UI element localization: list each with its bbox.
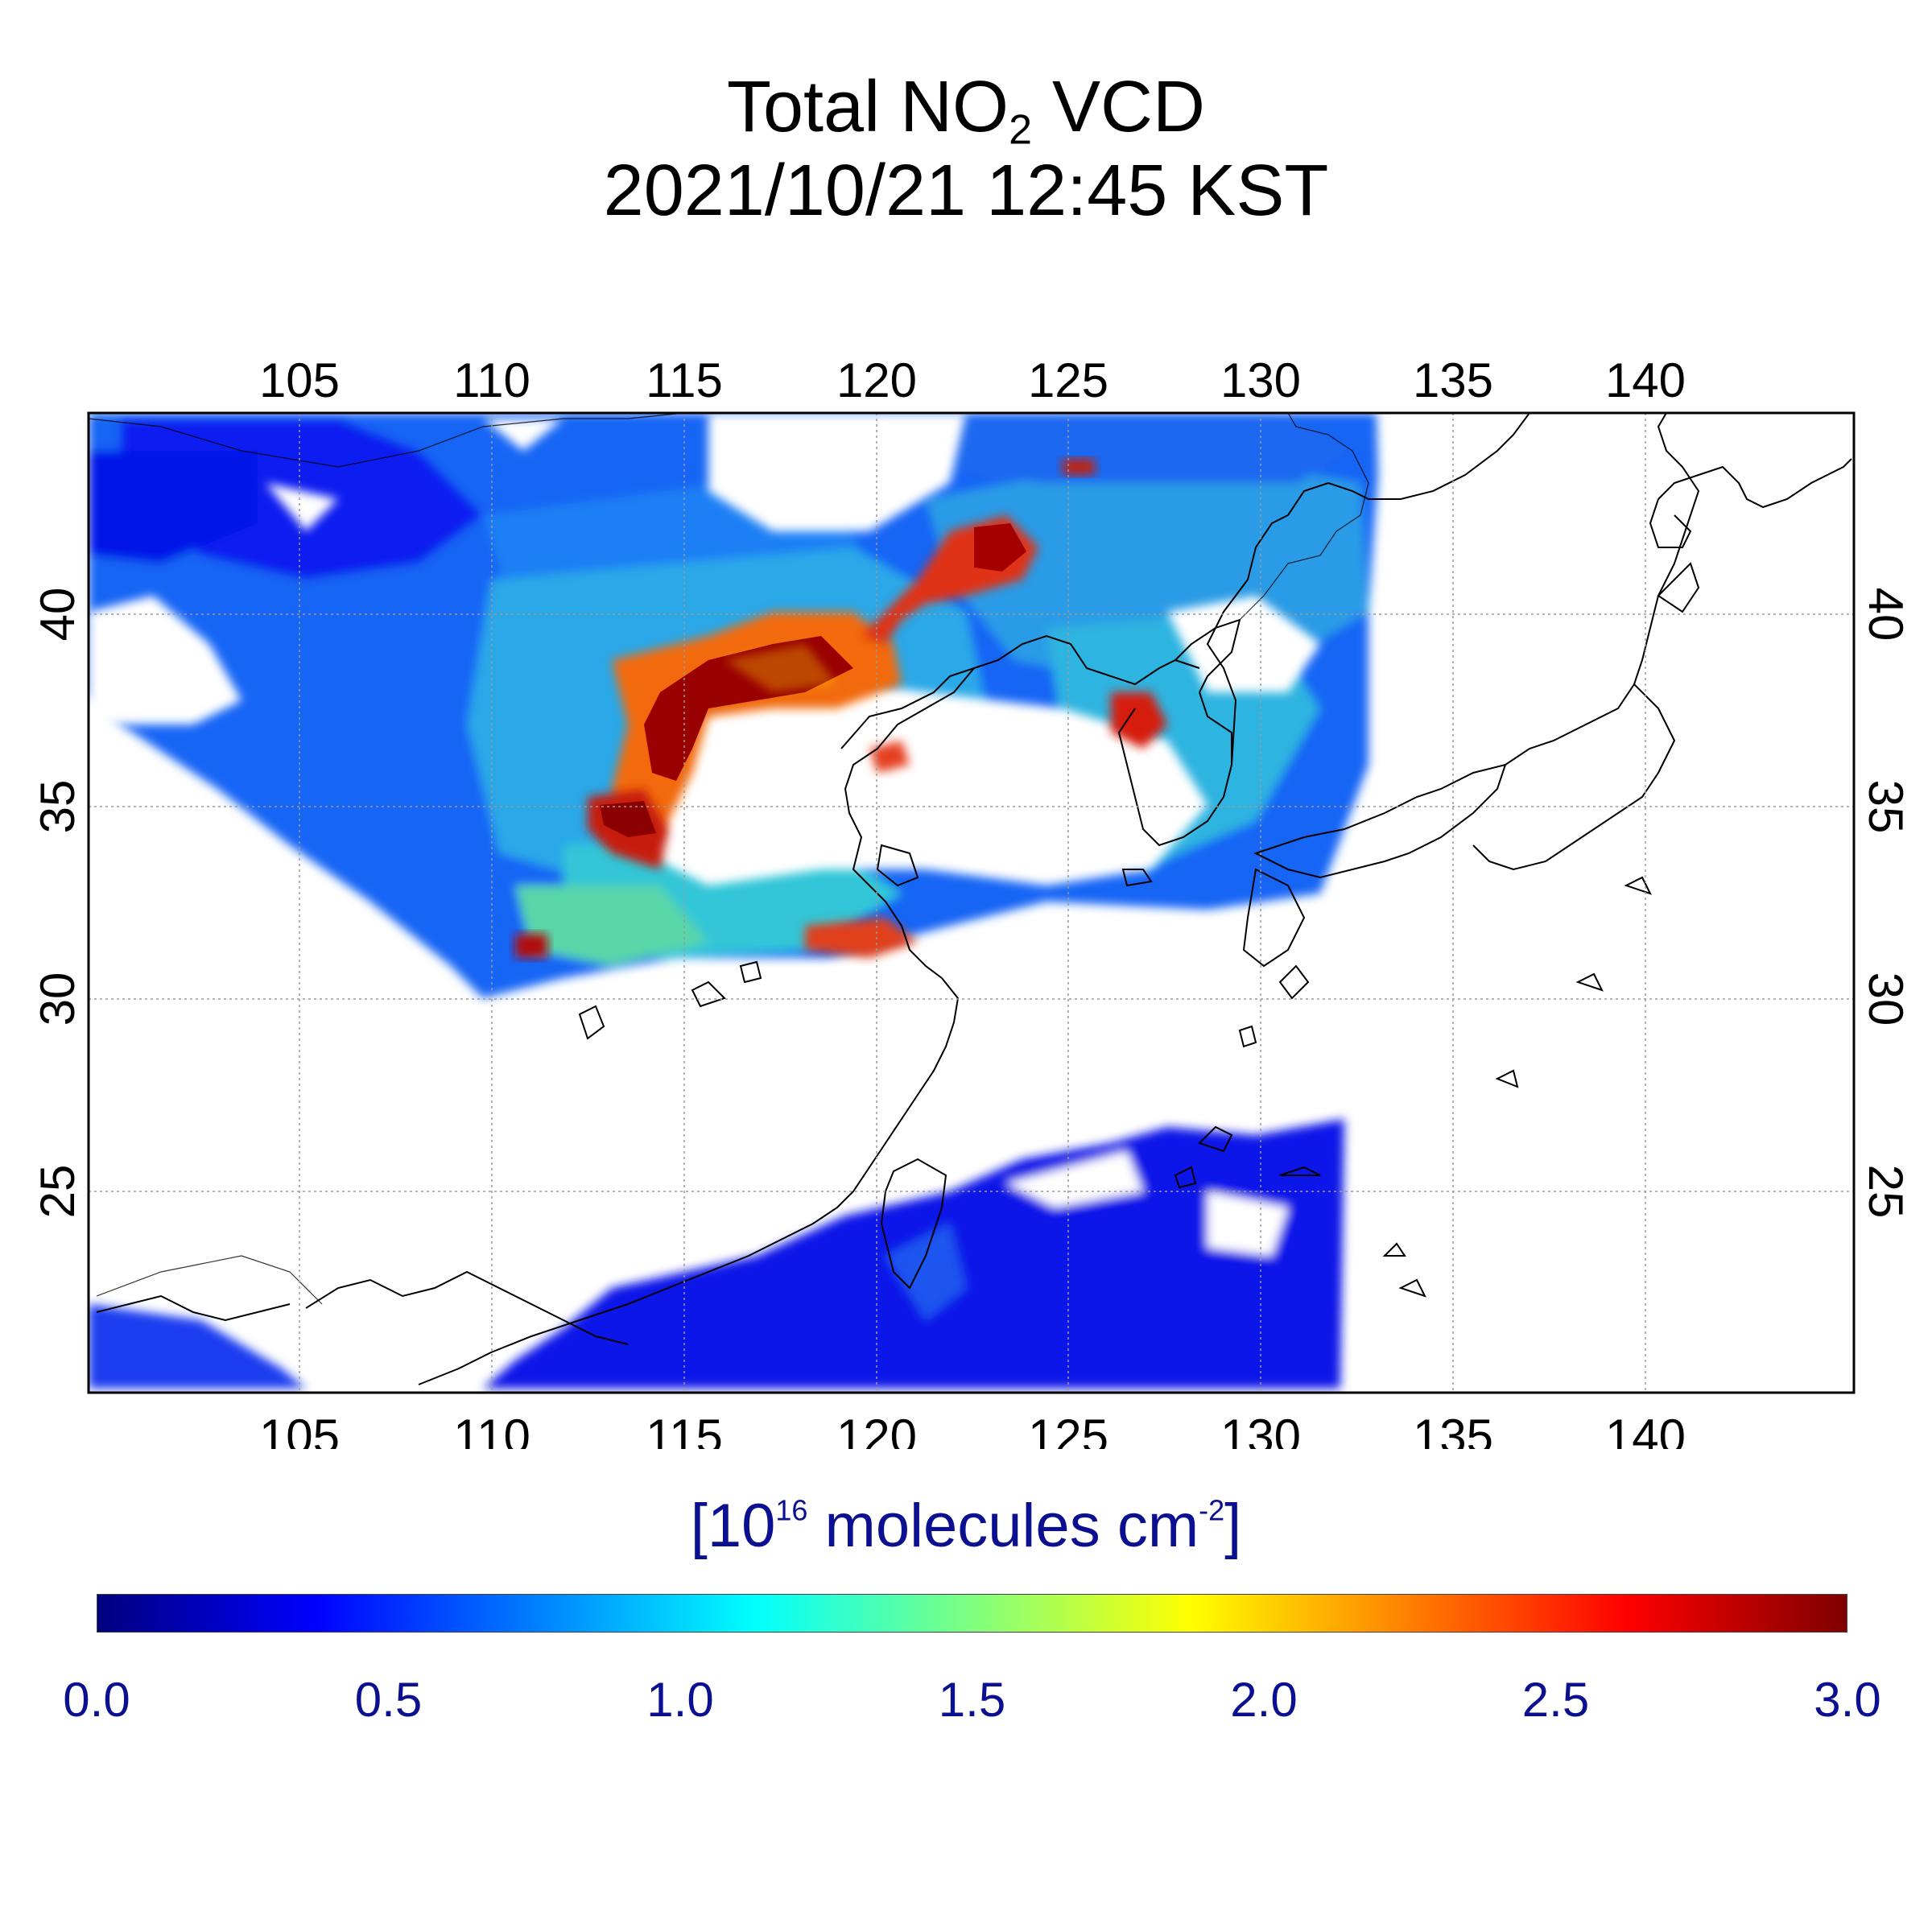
title-no: Total NO [726,67,1009,147]
lon-tick-bottom: 110 [453,1410,530,1449]
units-mid: molecules cm [807,1492,1199,1560]
lat-tick-right: 30 [1859,972,1913,1026]
lat-tick-left: 30 [31,972,85,1026]
map-frame [87,411,1856,1394]
lat-tick-left: 25 [31,1165,85,1219]
lon-tick-bottom: 120 [836,1410,917,1449]
units-post: ] [1224,1492,1242,1560]
lat-tick-right: 40 [1859,588,1913,642]
chart-title: Total NO2 VCD [0,71,1932,151]
colorbar-tick-label: 3.0 [1814,1673,1881,1727]
colorbar-tick-label: 0.0 [63,1673,130,1727]
lon-tick-bottom: 105 [259,1410,340,1449]
lat-tick-right: 35 [1859,780,1913,834]
lon-tick-top: 110 [453,353,530,407]
lon-tick-bottom: 115 [646,1410,723,1449]
chart-datetime: 2021/10/21 12:45 KST [603,151,1329,231]
lon-tick-bottom: 125 [1028,1410,1108,1449]
borders [89,413,1369,1305]
lon-tick-bottom: 140 [1605,1410,1686,1449]
units-exponent-cm: -2 [1199,1493,1225,1527]
lon-tick-top: 135 [1413,353,1493,407]
lat-tick-right: 25 [1859,1165,1913,1219]
colorbar-tick-label: 2.0 [1230,1673,1298,1727]
lon-tick-bottom: 135 [1413,1410,1493,1449]
title-subscript: 2 [1009,106,1032,154]
colorbar-tick-label: 2.5 [1521,1673,1590,1727]
coastlines [96,413,1852,1385]
lat-tick-left: 35 [31,780,85,834]
colorbar [97,1594,1847,1633]
lon-tick-top: 125 [1028,353,1108,407]
lon-tick-top: 105 [259,353,340,407]
cloud-gaps [89,413,1320,886]
lon-tick-top: 130 [1220,353,1301,407]
colorbar-units: [1016 molecules cm-2] [0,1496,1932,1557]
lat-ticks: 40 35 30 25 40 35 30 25 [31,588,1913,1219]
lon-tick-top: 120 [836,353,917,407]
graticule [89,413,1854,1393]
title-vcd: VCD [1032,67,1206,147]
lon-ticks: 105 110 115 120 125 130 135 140 105 110 … [259,353,1686,1449]
colorbar-tick-label: 1.0 [646,1673,714,1727]
lon-tick-bottom: 130 [1220,1410,1301,1449]
lon-tick-top: 140 [1605,353,1686,407]
retrieval-swath-south [89,1119,1344,1389]
lat-tick-left: 40 [31,588,85,642]
units-exponent: 16 [775,1493,808,1527]
units-pre: [10 [690,1492,776,1560]
colorbar-tick-label: 1.5 [938,1673,1006,1727]
no2-map: 105 110 115 120 125 130 135 140 105 110 … [31,353,1913,1449]
lon-tick-top: 115 [646,353,723,407]
colorbar-tick-label: 0.5 [354,1673,423,1727]
